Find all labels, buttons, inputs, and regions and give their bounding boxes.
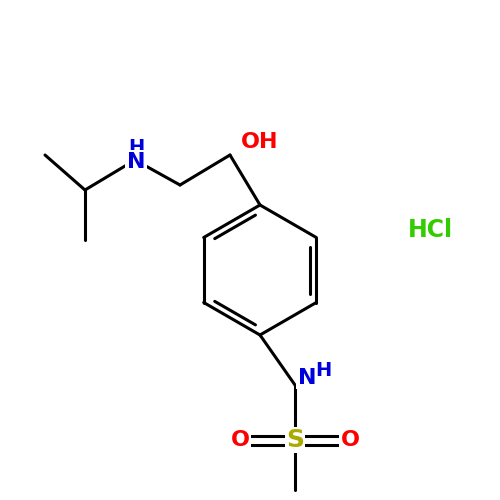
Text: H: H [128, 138, 144, 157]
Text: N: N [127, 152, 145, 172]
Text: N: N [298, 368, 316, 388]
Text: HCl: HCl [408, 218, 453, 242]
Text: O: O [340, 430, 359, 450]
Text: S: S [286, 428, 304, 452]
Text: OH: OH [241, 132, 279, 152]
Text: O: O [230, 430, 250, 450]
Text: H: H [315, 360, 332, 380]
